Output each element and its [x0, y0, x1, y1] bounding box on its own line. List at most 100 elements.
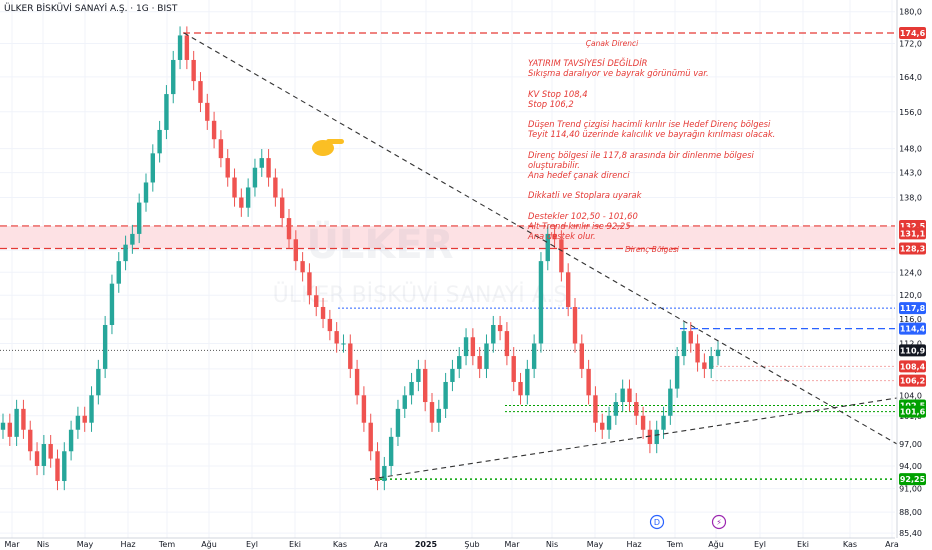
chart-labels: Çanak Direnci Direnç Bölgesi: [586, 39, 680, 254]
candle-body: [171, 59, 176, 95]
candle-body: [361, 395, 367, 423]
price-badge: [899, 227, 926, 240]
analysis-note-line: Dikkatli ve Stoplara uyarak: [528, 190, 642, 201]
price-tick-label: 85,40: [899, 529, 922, 538]
price-tick-label: 104,0: [899, 391, 922, 400]
candle-body: [463, 337, 469, 357]
time-tick-label: May: [77, 540, 94, 549]
time-tick-label: Eki: [289, 540, 301, 549]
price-tick-label: 116,0: [899, 315, 922, 324]
candle-body: [327, 318, 333, 332]
candle-body: [545, 233, 550, 262]
candle-body: [75, 415, 81, 430]
time-tick-label: Nis: [37, 540, 49, 549]
price-axis[interactable]: 180,0172,0164,0156,0148,0143,0138,0132,0…: [896, 0, 926, 538]
candle-body: [388, 436, 394, 466]
candle-body: [320, 306, 326, 319]
watermark-line2: ÜLKER BİSKÜVİ SANAYİ A.Ş: [273, 282, 568, 308]
candle-body: [572, 306, 578, 344]
candle-body: [402, 395, 407, 409]
time-tick-label: Ağu: [708, 540, 724, 549]
candle-body: [259, 158, 264, 168]
candle-body: [674, 356, 680, 389]
event-marker-circle: [711, 514, 727, 530]
candle-body: [375, 451, 380, 482]
price-tick-label: 138,0: [899, 194, 922, 203]
candle-body: [266, 158, 271, 178]
analysis-note: YATIRIM TAVSİYESİ DEĞİLDİR Sıkışma daralı…: [528, 58, 775, 241]
price-tick-label: 180,0: [899, 8, 922, 17]
price-badge: [899, 302, 926, 315]
price-badge-label: 132,5: [900, 222, 926, 231]
candle-body: [232, 177, 237, 198]
candle-body: [531, 343, 537, 369]
price-badge-label: 131,1: [900, 229, 926, 238]
time-tick-label: Kas: [333, 540, 347, 549]
candle-body: [457, 356, 462, 369]
price-tick-label: 164,0: [899, 73, 922, 82]
watermark: ÜLKER ÜLKER BİSKÜVİ SANAYİ A.Ş: [273, 220, 568, 308]
candle-body: [28, 429, 33, 452]
candle-body: [511, 356, 516, 382]
price-tick-label: 124,0: [899, 268, 922, 277]
candle-body: [307, 272, 312, 296]
time-tick-label: Mar: [504, 540, 520, 549]
candle-body: [279, 197, 285, 219]
price-tick-label: 148,0: [899, 145, 922, 154]
ascending-trendline: [369, 397, 898, 480]
candle-body: [429, 402, 435, 423]
price-badge-label: 114,4: [900, 325, 926, 334]
event-marker-label: ⚡: [716, 518, 722, 527]
candle-body: [211, 120, 217, 140]
candle-body: [55, 458, 60, 482]
candle-body: [89, 395, 94, 423]
candle-body: [239, 197, 244, 208]
price-tick-label: 97,00: [899, 440, 922, 449]
candle-body: [552, 233, 557, 240]
price-badge: [899, 405, 926, 418]
analysis-note-line: KV Stop 108,4: [528, 88, 588, 99]
time-tick-label: Ara: [885, 540, 899, 549]
price-tick-label: 94,00: [899, 462, 922, 471]
candle-body: [293, 239, 299, 262]
candle-body: [497, 324, 503, 332]
price-badge-label: 174,6: [900, 29, 926, 38]
candle-body: [443, 381, 448, 409]
time-tick-label: Eyl: [246, 540, 258, 549]
analysis-note-line: [528, 109, 775, 119]
candle-body: [68, 429, 74, 452]
price-badge: [899, 242, 926, 255]
candle-body: [708, 356, 714, 369]
candle-body: [300, 261, 305, 273]
candle-body: [565, 272, 571, 307]
candle-body: [123, 244, 128, 262]
time-tick-label: Eki: [797, 540, 809, 549]
time-axis[interactable]: Mar Nis May Haz Tem Ağu Eyl Eki Kas Ara 2025 Şub Mar…: [0, 537, 899, 549]
candle-body: [7, 422, 13, 437]
candle-body: [620, 388, 625, 403]
candle-body: [150, 153, 156, 183]
candle-body: [164, 94, 169, 130]
analysis-note-line: oluşturabilir.: [528, 159, 580, 170]
analysis-note-line: Stop 106,2: [528, 98, 574, 109]
candle-body: [416, 368, 421, 382]
candle-body: [661, 415, 666, 430]
event-marker-label: D: [654, 518, 660, 527]
time-tick-label: May: [587, 540, 604, 549]
analysis-note-line: Teyit 114,40 üzerinde kalıcılık ve bayra…: [528, 129, 776, 140]
candle-body: [525, 368, 530, 396]
time-tick-label: Tem: [158, 540, 175, 549]
price-badge: [899, 473, 926, 486]
price-tick-label: 120,0: [899, 291, 922, 300]
candle-body: [470, 337, 476, 357]
candle-body: [136, 202, 142, 234]
event-marker-circle: [649, 514, 665, 530]
analysis-note-line: [528, 180, 775, 190]
candles: [0, 26, 721, 491]
watermark-line1: ÜLKER: [306, 220, 453, 268]
candle-body: [538, 261, 544, 344]
candle-body: [334, 331, 339, 344]
candle-body: [48, 444, 53, 459]
candle-body: [600, 422, 605, 430]
